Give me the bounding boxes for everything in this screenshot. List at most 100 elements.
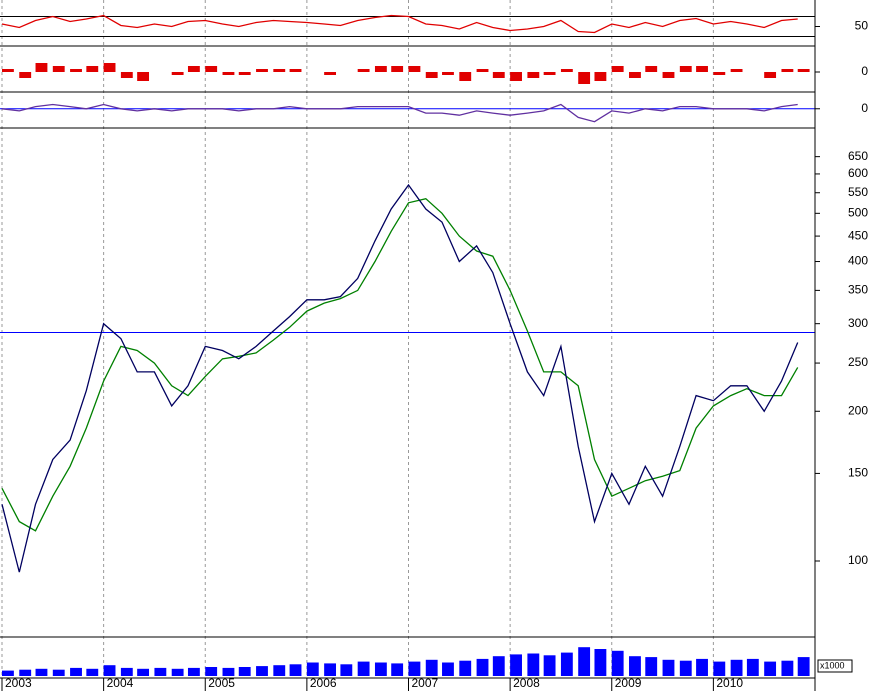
- bar: [476, 69, 489, 72]
- bar: [205, 66, 218, 72]
- y-tick-label: 100: [848, 553, 868, 567]
- bar: [35, 668, 48, 676]
- bar: [662, 72, 675, 78]
- bar: [306, 662, 319, 676]
- bar: [120, 72, 133, 78]
- x-tick-label: 2008: [513, 676, 540, 690]
- bar: [797, 657, 810, 676]
- bar: [391, 663, 404, 676]
- bar: [154, 667, 167, 676]
- bar: [679, 66, 692, 72]
- bar: [86, 668, 99, 676]
- x-tick-label: 2009: [615, 676, 642, 690]
- bar: [374, 662, 387, 676]
- bar: [19, 669, 32, 676]
- bar: [324, 663, 337, 676]
- y-tick-label: 0: [861, 64, 868, 78]
- bar: [70, 69, 82, 72]
- y-tick-label: 450: [848, 228, 868, 242]
- y-tick-label: 200: [848, 403, 868, 417]
- bar: [611, 650, 624, 676]
- bar: [52, 66, 65, 72]
- bar: [696, 66, 708, 72]
- bar: [679, 660, 692, 676]
- bar: [764, 72, 777, 78]
- bar: [70, 667, 82, 676]
- bar: [238, 667, 251, 676]
- bar: [340, 664, 353, 676]
- bar: [324, 72, 337, 75]
- y-tick-label: 250: [848, 355, 868, 369]
- bar: [357, 69, 370, 72]
- bar: [594, 72, 607, 81]
- x-tick-label: 2007: [412, 676, 439, 690]
- bar: [578, 72, 591, 84]
- bar: [696, 658, 708, 676]
- bar: [746, 658, 759, 676]
- bar: [238, 72, 251, 75]
- bar: [442, 662, 454, 676]
- bar: [273, 665, 286, 676]
- bar: [120, 667, 133, 676]
- bar: [374, 66, 387, 72]
- bar: [171, 72, 184, 75]
- bar: [713, 661, 726, 676]
- bar: [645, 657, 658, 676]
- bar: [256, 666, 268, 676]
- bar: [289, 69, 302, 72]
- bar: [103, 665, 116, 676]
- bar: [764, 661, 777, 676]
- unit-box: [817, 659, 853, 673]
- bar: [187, 667, 200, 676]
- bar: [713, 72, 726, 75]
- bar: [86, 66, 99, 72]
- bar: [510, 654, 522, 676]
- bar: [730, 69, 743, 72]
- bar: [492, 72, 505, 78]
- bar: [797, 69, 810, 72]
- y-tick-label: 600: [848, 166, 868, 180]
- bar: [137, 668, 150, 676]
- bar: [103, 63, 116, 72]
- bar: [645, 66, 658, 72]
- bar: [543, 655, 556, 676]
- y-tick-label: 50: [855, 19, 869, 33]
- y-tick-label: 350: [848, 283, 868, 297]
- bar: [662, 659, 675, 676]
- bar: [171, 668, 184, 676]
- bar: [19, 72, 32, 78]
- unit-label: x1000: [820, 660, 845, 670]
- series-line: [1, 14, 798, 34]
- bar: [357, 661, 370, 676]
- bar: [425, 659, 438, 676]
- bar: [273, 69, 286, 72]
- bar: [425, 72, 438, 78]
- bar: [594, 649, 607, 676]
- bar: [52, 669, 65, 676]
- bar: [611, 66, 624, 72]
- bar: [137, 72, 150, 81]
- bar: [629, 656, 641, 676]
- bar: [408, 66, 421, 72]
- bar: [476, 658, 489, 676]
- series-line: [1, 103, 798, 123]
- x-tick-label: 2005: [208, 676, 235, 690]
- bar: [560, 69, 573, 72]
- bar: [629, 72, 641, 78]
- bar: [781, 660, 794, 676]
- bar: [527, 72, 540, 78]
- bar: [391, 66, 404, 72]
- bar: [2, 670, 14, 676]
- bar: [510, 72, 522, 81]
- bar: [222, 72, 235, 75]
- bar: [289, 664, 302, 676]
- y-tick-label: 0: [861, 101, 868, 115]
- y-tick-label: 150: [848, 466, 868, 480]
- y-tick-label: 550: [848, 185, 868, 199]
- bar: [187, 66, 200, 72]
- x-tick-label: 2004: [107, 676, 134, 690]
- y-tick-label: 500: [848, 205, 868, 219]
